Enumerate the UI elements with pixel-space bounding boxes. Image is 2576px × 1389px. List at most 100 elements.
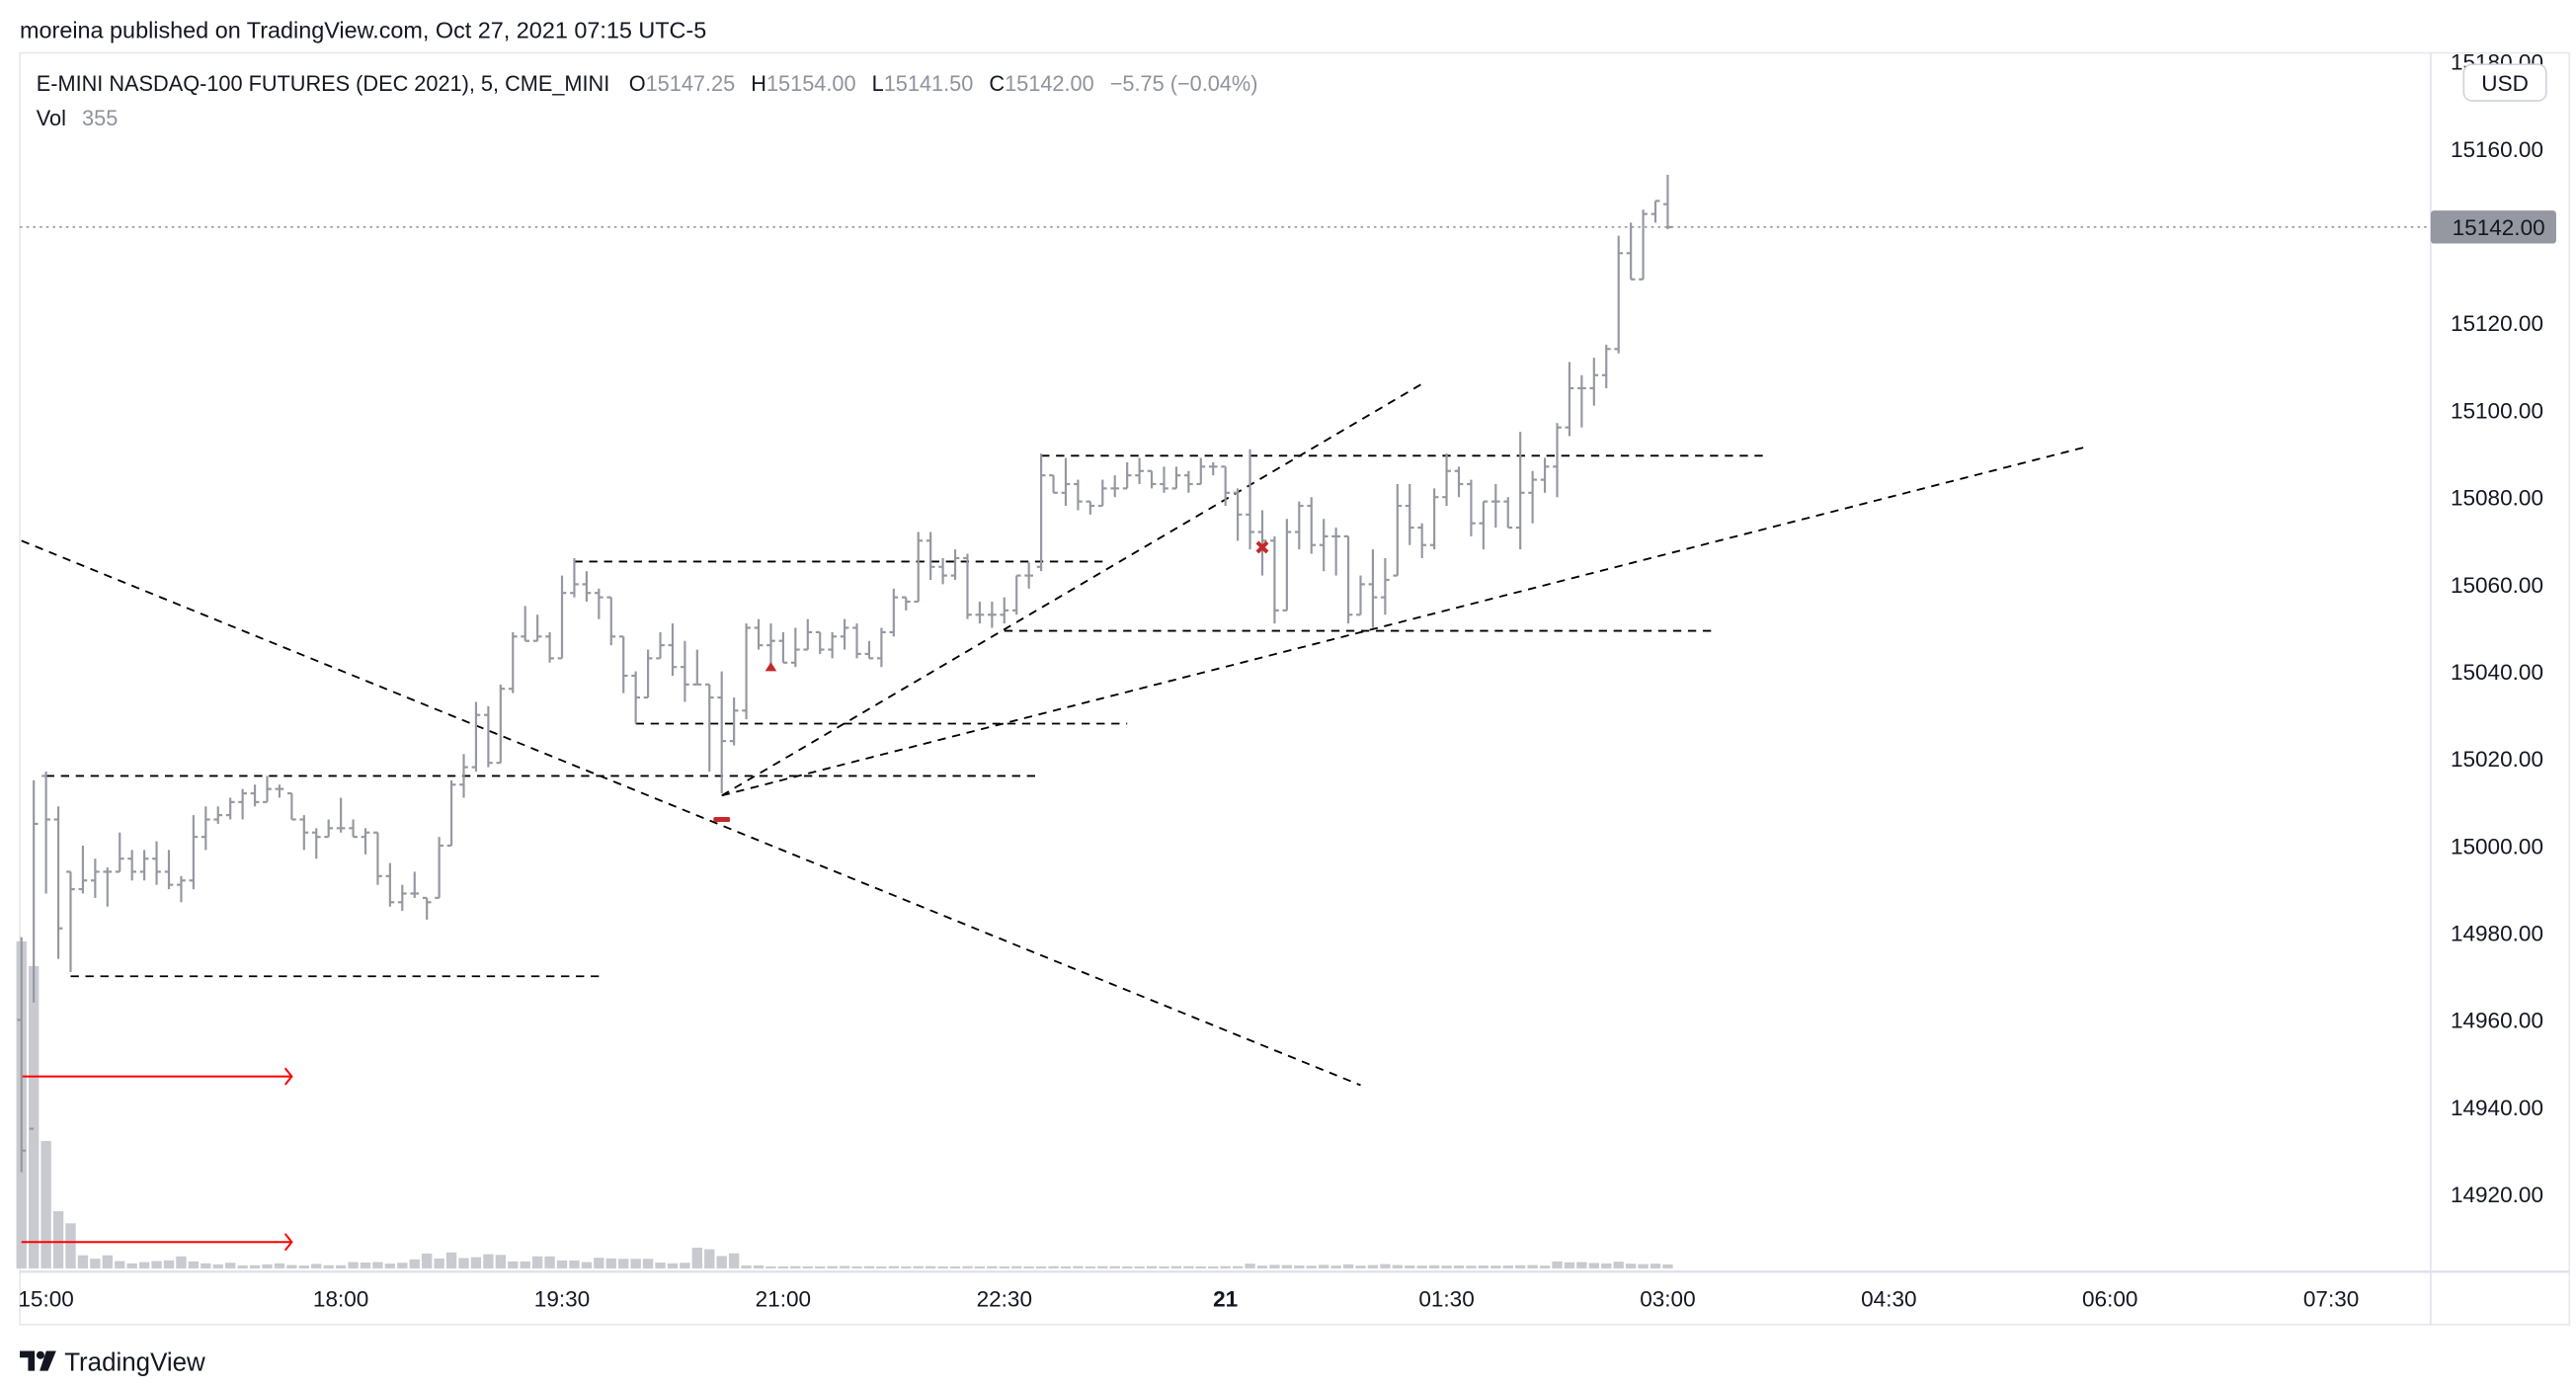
volume-bar <box>1539 1266 1551 1268</box>
volume-bar <box>458 1258 469 1268</box>
ohlc-bar <box>496 684 506 765</box>
price-tick-label: 15060.00 <box>2451 573 2543 598</box>
ohlc-bar <box>373 831 382 885</box>
ohlc-bar <box>139 850 149 881</box>
ohlc-bar <box>815 630 825 654</box>
ohlc-bar <box>631 671 640 724</box>
ohlc-bar <box>250 784 260 807</box>
volume-bar <box>777 1266 789 1268</box>
ohlc-bar <box>557 575 567 660</box>
volume-bar <box>1060 1266 1072 1268</box>
volume-bar <box>274 1263 285 1268</box>
ohlc-bar <box>1024 562 1034 589</box>
price-tick-label: 15160.00 <box>2451 137 2543 162</box>
volume-bar <box>65 1223 76 1268</box>
ohlc-bar <box>1479 500 1489 550</box>
ohlc-bar <box>532 614 542 642</box>
svg-text:Vol 355: Vol 355 <box>37 106 119 130</box>
time-axis[interactable]: 15:00 18:00 19:30 21:00 22:30 21 01:30 03:00 04:… <box>18 1286 2359 1311</box>
ohlc-bar <box>582 571 592 603</box>
volume-bar <box>728 1253 740 1268</box>
ohlc-bar <box>1196 457 1206 486</box>
ohlc-bar <box>594 588 604 619</box>
trend-line[interactable] <box>721 382 1423 797</box>
volume-bar <box>262 1264 273 1268</box>
volume-bar <box>987 1266 998 1268</box>
volume-bar <box>1011 1266 1022 1268</box>
ohlc-bar <box>1319 519 1328 572</box>
volume-bar <box>1662 1264 1673 1268</box>
volume-bar <box>520 1261 530 1268</box>
trend-line[interactable] <box>721 446 2086 797</box>
time-tick-label: 15:00 <box>18 1286 73 1311</box>
volume-bar <box>1281 1265 1293 1268</box>
ohlc-bar <box>336 797 346 833</box>
ohlc-bar <box>988 602 997 628</box>
volume-bar <box>962 1266 973 1268</box>
ohlc-bar <box>324 819 334 839</box>
volume-bar <box>691 1247 703 1268</box>
triangle-up-icon <box>765 662 777 672</box>
volume-bar <box>851 1266 862 1268</box>
volume-bar <box>1035 1266 1047 1268</box>
volume-bar <box>397 1263 408 1268</box>
volume-bar <box>1367 1265 1379 1268</box>
time-tick-label: 21 <box>1213 1286 1238 1311</box>
tradingview-logo-text: TradingView <box>64 1349 205 1377</box>
volume-bar <box>237 1265 248 1268</box>
ohlc-bar <box>225 797 235 820</box>
tradingview-logo[interactable]: TradingView <box>20 1349 205 1377</box>
currency-badge[interactable]: USD <box>2462 63 2547 102</box>
volume-bar <box>863 1266 875 1268</box>
close-label: C <box>989 71 1005 96</box>
ohlc-bar <box>754 618 764 650</box>
dash-marker-icon <box>713 817 731 823</box>
volume-label[interactable]: Vol <box>37 106 66 130</box>
volume-bar <box>126 1263 137 1268</box>
ohlc-bar <box>1442 453 1451 507</box>
volume-bar <box>1392 1265 1403 1268</box>
ohlc-bar <box>1528 470 1537 524</box>
ohlc-bar <box>656 631 665 660</box>
ohlc-bar <box>127 850 137 881</box>
ohlc-bar <box>1074 479 1083 511</box>
price-tick-label: 15100.00 <box>2451 398 2543 423</box>
ohlc-bar <box>263 776 272 803</box>
volume-bar <box>556 1260 568 1268</box>
ohlc-bar <box>914 531 924 604</box>
volume-bar <box>1453 1265 1465 1268</box>
ohlc-bar <box>1368 549 1378 628</box>
volume-bar <box>1478 1265 1489 1268</box>
ohlc-bar <box>446 779 456 848</box>
ohlc-bar <box>275 784 284 798</box>
volume-bar <box>716 1256 727 1268</box>
symbol-title[interactable]: E-MINI NASDAQ-100 FUTURES (DEC 2021), 5,… <box>37 71 610 96</box>
trend-line[interactable] <box>21 539 1361 1087</box>
volume-bar <box>790 1266 801 1268</box>
ohlc-bar <box>1429 488 1439 550</box>
ohlc-bar <box>950 549 960 580</box>
ohlc-bar <box>692 649 702 686</box>
ohlc-bar <box>1307 497 1317 554</box>
volume-bar <box>913 1266 924 1268</box>
volume-bar <box>605 1258 616 1268</box>
volume-bar <box>483 1254 494 1268</box>
volume-bar <box>1294 1265 1305 1268</box>
volume-bar <box>1121 1266 1133 1268</box>
volume-bar <box>384 1264 396 1268</box>
ohlc-bar <box>508 631 518 694</box>
ohlc-bar <box>177 875 186 903</box>
ohlc-bar <box>1381 557 1390 615</box>
volume-bar <box>52 1211 64 1268</box>
arrow-line[interactable] <box>21 1233 293 1252</box>
arrow-line[interactable] <box>21 1067 293 1086</box>
drawings[interactable] <box>21 382 2086 1252</box>
ohlc-bar <box>1639 209 1648 281</box>
volume-bar <box>212 1264 223 1268</box>
volume-bar <box>1330 1266 1341 1268</box>
volume-bar <box>1073 1266 1084 1268</box>
volume-bar <box>1466 1266 1477 1268</box>
time-tick-label: 18:00 <box>313 1286 368 1311</box>
ohlc-bar <box>66 870 75 972</box>
